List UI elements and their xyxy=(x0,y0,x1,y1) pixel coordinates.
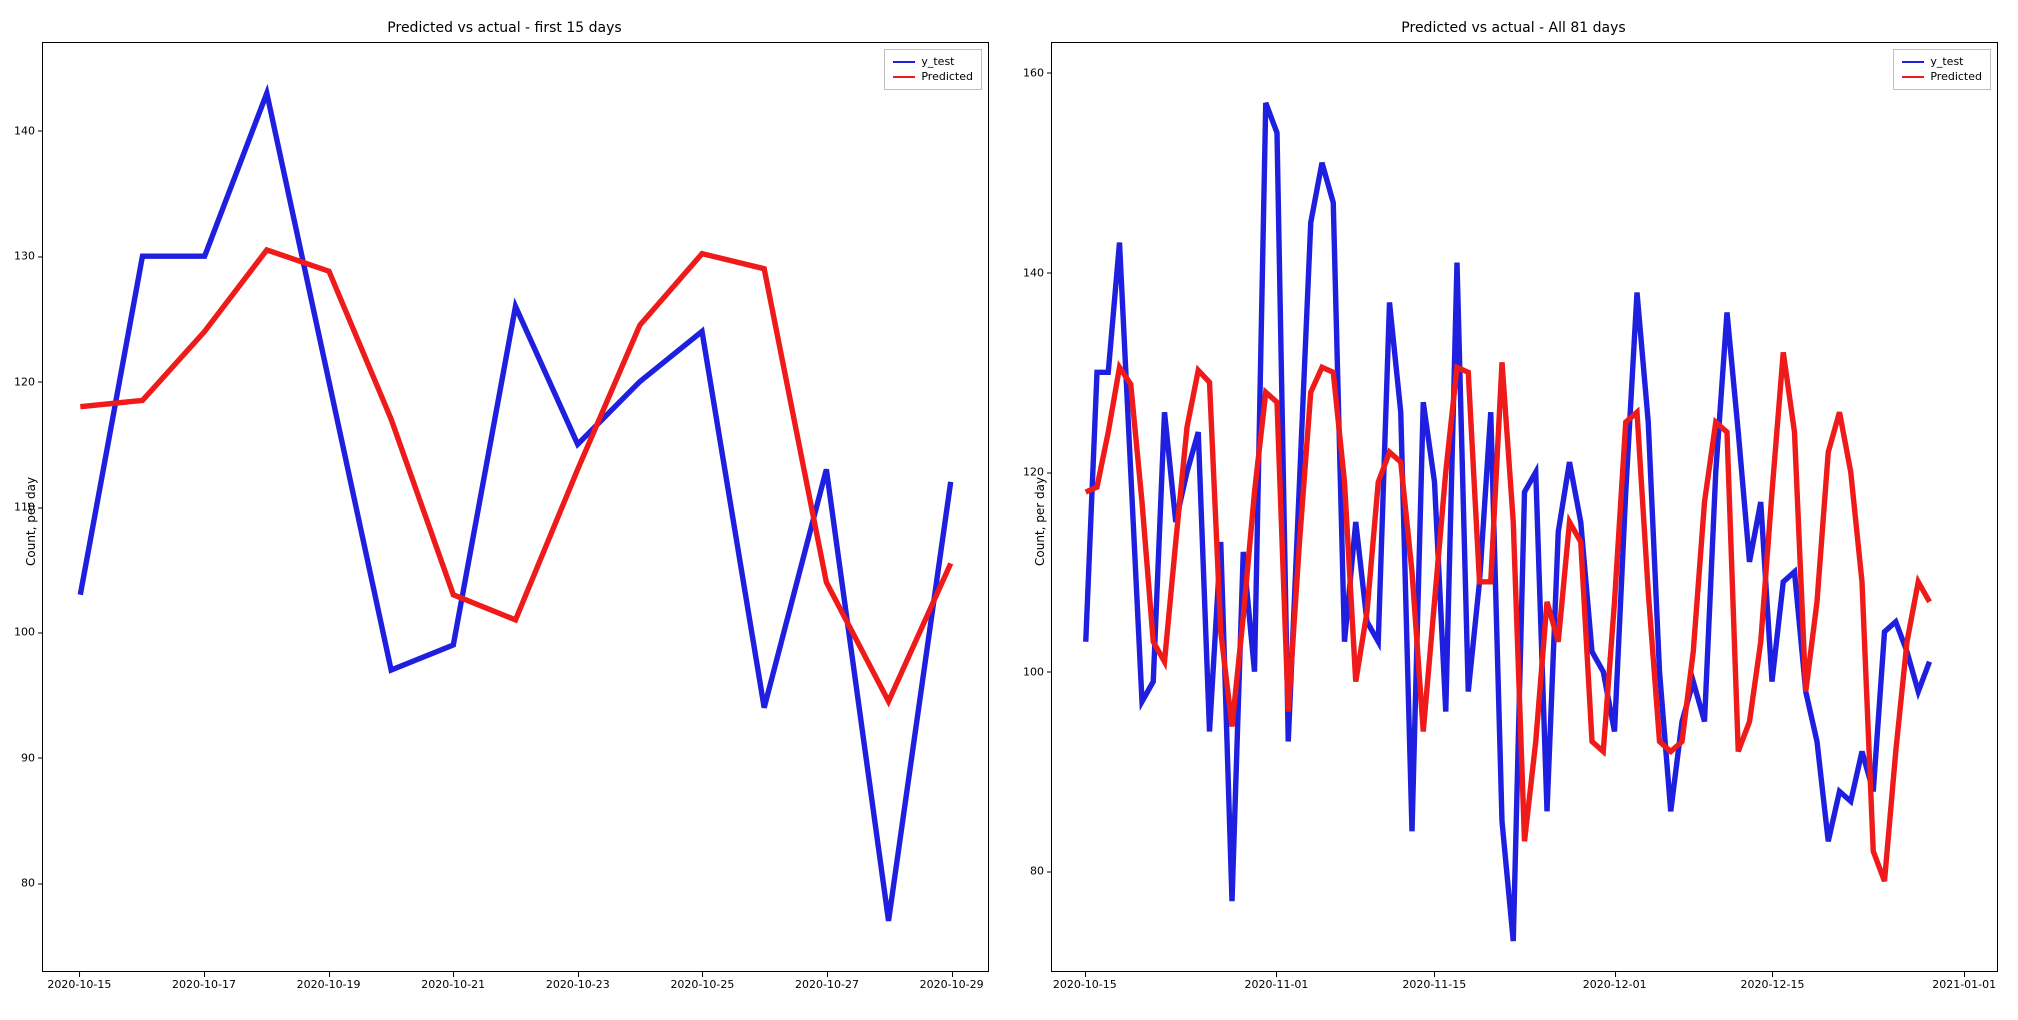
x-tick-label: 2020-10-19 xyxy=(297,978,361,991)
y-tick-label: 160 xyxy=(1023,66,1044,79)
line-chart-svg xyxy=(43,43,988,971)
x-tick-label: 2020-10-23 xyxy=(546,978,610,991)
plot-box: y_testPredicted 80100120140160 xyxy=(1051,42,1998,972)
x-tick-label: 2020-10-27 xyxy=(795,978,859,991)
legend-label: Predicted xyxy=(1930,69,1982,84)
plot-area: Count, per day y_testPredicted 801001201… xyxy=(1029,42,1998,1000)
x-tick-label: 2020-10-15 xyxy=(1053,978,1117,991)
y-tick-label: 80 xyxy=(1030,865,1044,878)
x-axis-ticks: 2020-10-15 2020-10-17 2020-10-19 2020-10-21… xyxy=(42,972,989,1000)
x-tick-label: 2020-10-21 xyxy=(421,978,485,991)
legend-swatch xyxy=(1902,76,1924,78)
y_test-line xyxy=(1086,103,1930,941)
y-tick-label: 140 xyxy=(14,124,35,137)
legend-item: y_test xyxy=(1902,54,1982,69)
x-tick-label: 2020-12-15 xyxy=(1741,978,1805,991)
right-subplot: Predicted vs actual - All 81 days Count,… xyxy=(1029,20,1998,1000)
legend: y_testPredicted xyxy=(884,49,982,90)
y-tick-label: 120 xyxy=(14,375,35,388)
legend-label: y_test xyxy=(1930,54,1963,69)
y-tick-label: 110 xyxy=(14,501,35,514)
y-axis-label: Count, per day xyxy=(1029,42,1051,1000)
legend: y_testPredicted xyxy=(1893,49,1991,90)
plot-box: y_testPredicted 8090100110120130140 xyxy=(42,42,989,972)
x-tick-label: 2020-10-15 xyxy=(47,978,111,991)
y-tick-label: 130 xyxy=(14,250,35,263)
x-tick-label: 2020-10-25 xyxy=(670,978,734,991)
legend-item: Predicted xyxy=(1902,69,1982,84)
legend-label: y_test xyxy=(921,54,954,69)
left-subplot: Predicted vs actual - first 15 days Coun… xyxy=(20,20,989,1000)
legend-swatch xyxy=(893,61,915,63)
chart-title: Predicted vs actual - first 15 days xyxy=(20,20,989,36)
y-tick-label: 120 xyxy=(1023,466,1044,479)
y-tick-label: 140 xyxy=(1023,266,1044,279)
x-tick-label: 2020-10-29 xyxy=(920,978,984,991)
y-tick-label: 100 xyxy=(14,626,35,639)
x-tick-label: 2020-12-01 xyxy=(1583,978,1647,991)
x-axis-ticks: 2020-10-15 2020-11-01 2020-11-15 2020-12-01… xyxy=(1051,972,1998,1000)
y-tick-label: 90 xyxy=(21,751,35,764)
chart-title: Predicted vs actual - All 81 days xyxy=(1029,20,1998,36)
x-tick-label: 2021-01-01 xyxy=(1932,978,1996,991)
legend-swatch xyxy=(1902,61,1924,63)
x-tick-label: 2020-11-15 xyxy=(1402,978,1466,991)
legend-item: y_test xyxy=(893,54,973,69)
line-chart-svg xyxy=(1052,43,1997,971)
y-tick-label: 80 xyxy=(21,877,35,890)
y-axis-label: Count, per day xyxy=(20,42,42,1000)
legend-swatch xyxy=(893,76,915,78)
plot-area: Count, per day y_testPredicted 809010011… xyxy=(20,42,989,1000)
x-tick-label: 2020-11-01 xyxy=(1245,978,1309,991)
y-tick-label: 100 xyxy=(1023,665,1044,678)
figure: Predicted vs actual - first 15 days Coun… xyxy=(20,20,1998,1000)
legend-item: Predicted xyxy=(893,69,973,84)
predicted-line xyxy=(1086,352,1930,881)
y_test-line xyxy=(80,93,950,921)
x-tick-label: 2020-10-17 xyxy=(172,978,236,991)
legend-label: Predicted xyxy=(921,69,973,84)
